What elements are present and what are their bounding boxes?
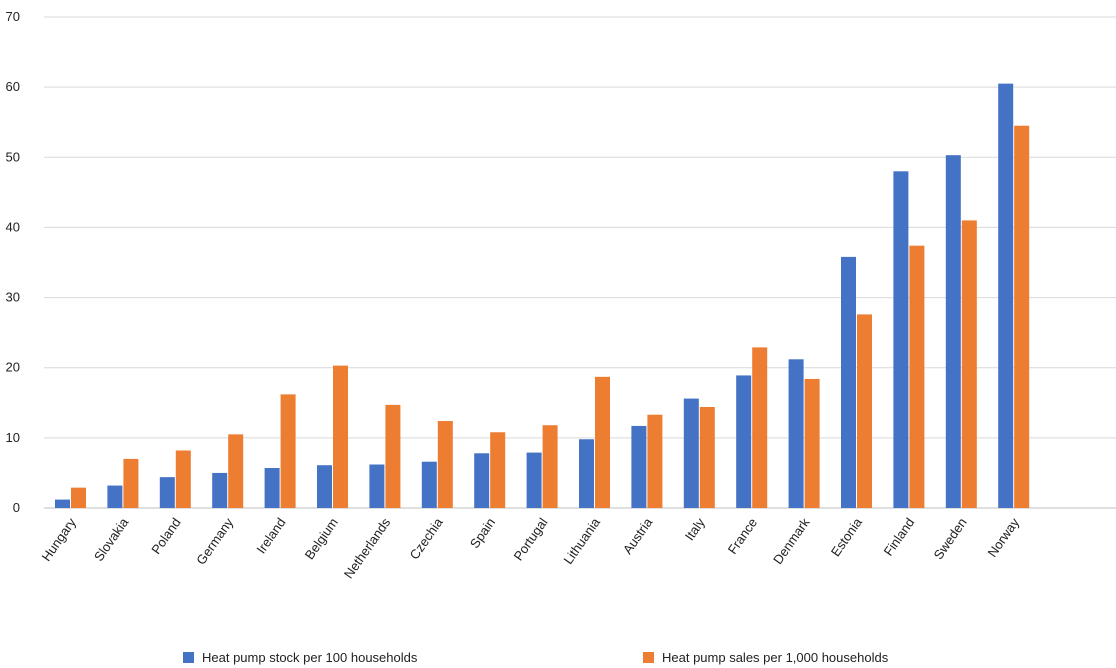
bar-stock-denmark: [788, 359, 804, 508]
x-tick-label-germany: Germany: [193, 515, 236, 568]
x-tick-label-czechia: Czechia: [407, 514, 447, 562]
legend: Heat pump stock per 100 households Heat …: [0, 650, 1116, 668]
x-tick-label-denmark: Denmark: [770, 515, 813, 567]
bar-sales-sweden: [961, 220, 977, 508]
bar-stock-czechia: [421, 461, 437, 508]
bar-sales-poland: [175, 450, 191, 508]
x-tick-label-portugal: Portugal: [510, 515, 550, 563]
x-tick-label-belgium: Belgium: [302, 515, 341, 562]
x-tick-label-austria: Austria: [620, 514, 656, 556]
y-tick-label-40: 40: [6, 219, 20, 234]
bar-sales-norway: [1014, 125, 1030, 508]
legend-label-stock: Heat pump stock per 100 households: [202, 650, 418, 665]
bars: [55, 83, 1030, 509]
bar-sales-denmark: [804, 378, 820, 508]
legend-swatch-stock: [183, 652, 194, 663]
x-tick-label-ireland: Ireland: [253, 515, 288, 556]
x-tick-label-poland: Poland: [148, 515, 184, 557]
x-tick-label-hungary: Hungary: [38, 515, 79, 564]
y-tick-label-50: 50: [6, 149, 20, 164]
x-tick-label-slovakia: Slovakia: [91, 514, 132, 563]
y-tick-label-0: 0: [13, 500, 20, 515]
bar-sales-ireland: [280, 394, 296, 508]
bar-stock-sweden: [945, 155, 961, 508]
x-axis: Hungary Slovakia Poland Germany Ireland Belgi…: [38, 514, 1023, 581]
y-tick-label-10: 10: [6, 430, 20, 445]
legend-item-stock: Heat pump stock per 100 households: [183, 650, 417, 665]
y-axis: 0 10 20 30 40 50 60 70: [6, 9, 20, 515]
bar-sales-spain: [490, 432, 506, 508]
x-tick-label-lithuania: Lithuania: [560, 514, 603, 566]
bar-stock-ireland: [264, 468, 280, 508]
legend-swatch-sales: [643, 652, 654, 663]
x-tick-label-finland: Finland: [881, 515, 918, 559]
bar-chart: 0 10 20 30 40 50 60 70 Hungary Slovakia Poland Ger…: [6, 9, 1116, 581]
y-tick-label-60: 60: [6, 79, 20, 94]
bar-stock-germany: [212, 472, 228, 508]
bar-stock-netherlands: [369, 464, 385, 508]
bar-stock-poland: [159, 477, 175, 508]
bar-stock-hungary: [55, 499, 70, 508]
y-tick-label-70: 70: [6, 9, 20, 24]
bar-stock-portugal: [526, 452, 542, 508]
x-tick-label-sweden: Sweden: [931, 515, 970, 562]
bar-sales-finland: [909, 245, 925, 508]
bar-sales-netherlands: [385, 404, 401, 508]
bar-sales-hungary: [71, 487, 86, 508]
bar-sales-austria: [647, 414, 663, 508]
bar-stock-belgium: [317, 465, 332, 508]
bar-stock-finland: [893, 171, 909, 509]
bar-stock-norway: [998, 83, 1014, 508]
bar-sales-italy: [699, 406, 715, 508]
x-tick-label-norway: Norway: [985, 515, 1023, 560]
bar-sales-lithuania: [595, 376, 610, 508]
bar-sales-germany: [228, 434, 244, 508]
bar-stock-austria: [631, 425, 647, 508]
bar-sales-slovakia: [123, 458, 139, 508]
bar-sales-czechia: [437, 421, 453, 508]
bar-sales-portugal: [542, 425, 558, 508]
x-tick-label-france: France: [725, 515, 760, 557]
x-tick-label-estonia: Estonia: [828, 514, 866, 559]
bar-stock-spain: [474, 453, 490, 508]
y-tick-label-30: 30: [6, 290, 20, 305]
x-tick-label-italy: Italy: [682, 515, 708, 544]
legend-item-sales: Heat pump sales per 1,000 households: [643, 650, 888, 665]
bar-sales-belgium: [333, 365, 348, 508]
bar-sales-estonia: [857, 314, 872, 508]
legend-label-sales: Heat pump sales per 1,000 households: [662, 650, 889, 665]
bar-stock-lithuania: [579, 439, 594, 508]
gridlines: [44, 16, 1116, 509]
x-tick-label-spain: Spain: [467, 515, 498, 551]
bar-stock-france: [736, 375, 752, 508]
y-tick-label-20: 20: [6, 360, 20, 375]
bar-stock-italy: [683, 398, 699, 508]
bar-stock-estonia: [841, 256, 856, 508]
x-tick-label-netherlands: Netherlands: [341, 515, 394, 581]
bar-stock-slovakia: [107, 485, 123, 508]
bar-sales-france: [752, 347, 768, 508]
